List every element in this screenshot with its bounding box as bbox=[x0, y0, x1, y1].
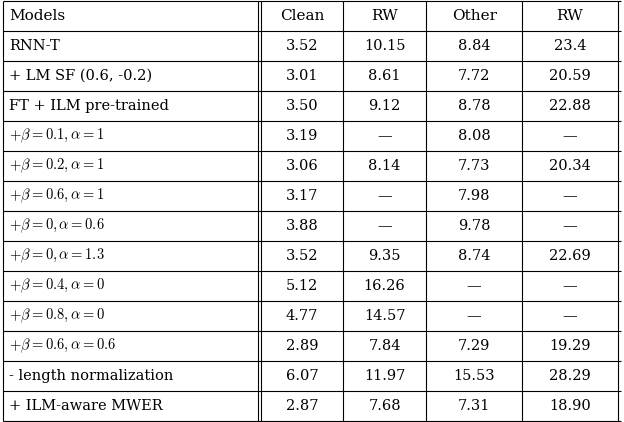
Text: $+ \beta = 0.1, \alpha = 1$: $+ \beta = 0.1, \alpha = 1$ bbox=[9, 127, 104, 145]
Text: 14.57: 14.57 bbox=[364, 309, 406, 323]
Text: 3.52: 3.52 bbox=[286, 39, 318, 53]
Text: 7.29: 7.29 bbox=[458, 339, 490, 353]
Text: 3.06: 3.06 bbox=[286, 159, 318, 173]
Text: 8.84: 8.84 bbox=[458, 39, 490, 53]
Text: 15.53: 15.53 bbox=[454, 369, 495, 383]
Text: 8.08: 8.08 bbox=[458, 129, 490, 143]
Text: 23.4: 23.4 bbox=[553, 39, 586, 53]
Text: 8.61: 8.61 bbox=[368, 69, 401, 83]
Text: —: — bbox=[467, 279, 482, 293]
Text: 22.88: 22.88 bbox=[549, 99, 591, 113]
Text: —: — bbox=[563, 219, 577, 233]
Text: 11.97: 11.97 bbox=[364, 369, 405, 383]
Text: 3.19: 3.19 bbox=[286, 129, 318, 143]
Text: 7.31: 7.31 bbox=[458, 399, 490, 413]
Text: + ILM-aware MWER: + ILM-aware MWER bbox=[9, 399, 163, 413]
Text: 2.87: 2.87 bbox=[286, 399, 318, 413]
Text: —: — bbox=[378, 219, 392, 233]
Text: 3.01: 3.01 bbox=[286, 69, 318, 83]
Text: —: — bbox=[563, 309, 577, 323]
Text: Clean: Clean bbox=[280, 9, 324, 23]
Text: 9.12: 9.12 bbox=[368, 99, 401, 113]
Text: 3.50: 3.50 bbox=[286, 99, 318, 113]
Text: —: — bbox=[563, 189, 577, 203]
Text: 7.98: 7.98 bbox=[458, 189, 490, 203]
Text: $+ \beta = 0.8, \alpha = 0$: $+ \beta = 0.8, \alpha = 0$ bbox=[9, 307, 105, 325]
Text: 9.78: 9.78 bbox=[458, 219, 490, 233]
Text: —: — bbox=[378, 129, 392, 143]
Text: 20.34: 20.34 bbox=[549, 159, 591, 173]
Text: —: — bbox=[563, 279, 577, 293]
Text: 8.74: 8.74 bbox=[458, 249, 490, 263]
Text: —: — bbox=[378, 189, 392, 203]
Text: 7.84: 7.84 bbox=[368, 339, 401, 353]
Text: RW: RW bbox=[371, 9, 398, 23]
Text: 8.78: 8.78 bbox=[458, 99, 490, 113]
Text: 22.69: 22.69 bbox=[549, 249, 591, 263]
Text: 8.14: 8.14 bbox=[368, 159, 401, 173]
Text: $+ \beta = 0.4, \alpha = 0$: $+ \beta = 0.4, \alpha = 0$ bbox=[9, 277, 105, 295]
Text: - length normalization: - length normalization bbox=[9, 369, 173, 383]
Text: 7.68: 7.68 bbox=[368, 399, 401, 413]
Text: 9.35: 9.35 bbox=[368, 249, 401, 263]
Text: 2.89: 2.89 bbox=[286, 339, 318, 353]
Text: 28.29: 28.29 bbox=[549, 369, 591, 383]
Text: Models: Models bbox=[9, 9, 66, 23]
Text: 7.72: 7.72 bbox=[458, 69, 490, 83]
Text: 16.26: 16.26 bbox=[364, 279, 406, 293]
Text: 19.29: 19.29 bbox=[549, 339, 591, 353]
Text: 7.73: 7.73 bbox=[458, 159, 490, 173]
Text: RNN-T: RNN-T bbox=[9, 39, 60, 53]
Text: FT + ILM pre-trained: FT + ILM pre-trained bbox=[9, 99, 169, 113]
Text: 6.07: 6.07 bbox=[286, 369, 318, 383]
Text: 18.90: 18.90 bbox=[549, 399, 591, 413]
Text: $+ \beta = 0, \alpha = 1.3$: $+ \beta = 0, \alpha = 1.3$ bbox=[9, 247, 105, 265]
Text: 20.59: 20.59 bbox=[549, 69, 591, 83]
Text: 3.88: 3.88 bbox=[286, 219, 318, 233]
Text: 3.52: 3.52 bbox=[286, 249, 318, 263]
Text: —: — bbox=[563, 129, 577, 143]
Text: $+ \beta = 0.6, \alpha = 0.6$: $+ \beta = 0.6, \alpha = 0.6$ bbox=[9, 337, 116, 355]
Text: 3.17: 3.17 bbox=[286, 189, 318, 203]
Text: 4.77: 4.77 bbox=[286, 309, 318, 323]
Text: 5.12: 5.12 bbox=[286, 279, 318, 293]
Text: Other: Other bbox=[452, 9, 497, 23]
Text: RW: RW bbox=[557, 9, 583, 23]
Text: $+ \beta = 0.6, \alpha = 1$: $+ \beta = 0.6, \alpha = 1$ bbox=[9, 187, 104, 205]
Text: 10.15: 10.15 bbox=[364, 39, 406, 53]
Text: —: — bbox=[467, 309, 482, 323]
Text: + LM SF (0.6, -0.2): + LM SF (0.6, -0.2) bbox=[9, 69, 152, 83]
Text: $+ \beta = 0, \alpha = 0.6$: $+ \beta = 0, \alpha = 0.6$ bbox=[9, 217, 105, 235]
Text: $+ \beta = 0.2, \alpha = 1$: $+ \beta = 0.2, \alpha = 1$ bbox=[9, 157, 104, 175]
